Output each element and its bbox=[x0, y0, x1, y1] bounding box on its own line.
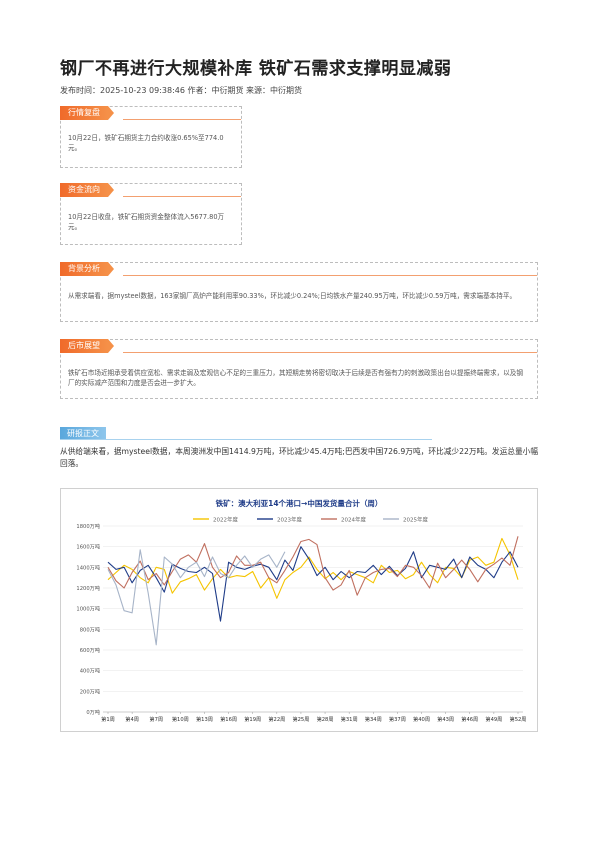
tag-divider bbox=[123, 275, 537, 276]
y-tick-label: 800万吨 bbox=[80, 625, 100, 633]
outlook-text: 铁矿石市场近期承受着供应宽松、需求走弱及宏观信心不足的三重压力，其短期走势将密切… bbox=[68, 369, 523, 387]
chart-title: 铁矿：澳大利亚14个港口→中国发货量合计（周） bbox=[216, 498, 383, 508]
legend-label: 2023年度 bbox=[277, 515, 302, 523]
x-tick-label: 第16周 bbox=[220, 715, 237, 723]
x-tick-label: 第7周 bbox=[149, 715, 163, 723]
fund-flow-text: 10月22日收盘，铁矿石期货资金整体流入5677.80万元。 bbox=[68, 213, 225, 231]
x-tick-label: 第52周 bbox=[510, 715, 527, 723]
shipment-line-chart: 铁矿：澳大利亚14个港口→中国发货量合计（周） 2022年度 2023年度 2024年… bbox=[76, 498, 527, 723]
outlook-box: 后市展望 铁矿石市场近期承受着供应宽松、需求走弱及宏观信心不足的三重压力，其短期… bbox=[60, 339, 538, 399]
y-tick-label: 400万吨 bbox=[80, 667, 100, 675]
y-tick-label: 1600万吨 bbox=[76, 543, 100, 551]
legend-label: 2024年度 bbox=[341, 515, 366, 523]
tag-divider bbox=[123, 196, 241, 197]
x-tick-label: 第25周 bbox=[292, 715, 309, 723]
series-line-2022年度 bbox=[107, 537, 519, 599]
market-review-box: 行情复盘 10月22日，铁矿石期货主力合约收涨0.65%至774.0元。 bbox=[60, 106, 242, 168]
x-tick-label: 第22周 bbox=[268, 715, 285, 723]
legend-label: 2025年度 bbox=[403, 515, 428, 523]
background-tag: 背景分析 bbox=[60, 262, 114, 276]
x-tick-label: 第31周 bbox=[341, 715, 358, 723]
legend-label: 2022年度 bbox=[213, 515, 238, 523]
x-tick-label: 第34周 bbox=[365, 715, 382, 723]
report-tag: 研报正文 bbox=[60, 427, 106, 440]
report-divider bbox=[60, 439, 432, 440]
series-line-2024年度 bbox=[107, 536, 519, 596]
outlook-tag: 后市展望 bbox=[60, 339, 114, 353]
chart-frame: 铁矿：澳大利亚14个港口→中国发货量合计（周） 2022年度 2023年度 2024年… bbox=[60, 488, 538, 732]
market-review-text: 10月22日，铁矿石期货主力合约收涨0.65%至774.0元。 bbox=[68, 134, 224, 152]
y-tick-label: 0万吨 bbox=[86, 708, 100, 716]
fund-flow-tag: 资金流向 bbox=[60, 183, 114, 197]
x-tick-label: 第46周 bbox=[461, 715, 478, 723]
page-title: 钢厂不再进行大规模补库 铁矿石需求支撑明显减弱 bbox=[60, 59, 452, 79]
y-tick-label: 1000万吨 bbox=[76, 605, 100, 613]
y-tick-label: 1400万吨 bbox=[76, 563, 100, 571]
x-tick-label: 第1周 bbox=[101, 715, 115, 723]
series-line-2025年度 bbox=[107, 549, 286, 646]
market-review-tag: 行情复盘 bbox=[60, 106, 114, 120]
x-tick-label: 第28周 bbox=[317, 715, 334, 723]
tag-divider bbox=[123, 352, 537, 353]
article-meta: 发布时间：2025-10-23 09:38:46 作者：中衍期货 来源：中衍期货 bbox=[60, 86, 303, 95]
y-tick-label: 200万吨 bbox=[80, 687, 100, 695]
background-text: 从需求端看，据mysteel数据，163家钢厂高炉产能利用率90.33%，环比减… bbox=[68, 292, 517, 300]
x-tick-label: 第49周 bbox=[485, 715, 502, 723]
y-tick-label: 1800万吨 bbox=[76, 522, 100, 530]
x-tick-label: 第37周 bbox=[389, 715, 406, 723]
x-tick-label: 第4周 bbox=[125, 715, 139, 723]
background-box: 背景分析 从需求端看，据mysteel数据，163家钢厂高炉产能利用率90.33… bbox=[60, 262, 538, 322]
x-tick-label: 第40周 bbox=[413, 715, 430, 723]
x-tick-label: 第13周 bbox=[196, 715, 213, 723]
x-tick-label: 第43周 bbox=[437, 715, 454, 723]
y-tick-label: 1200万吨 bbox=[76, 584, 100, 592]
report-text: 从供给端来看，据mysteel数据，本周澳洲发中国1414.9万吨，环比减少45… bbox=[60, 447, 539, 468]
x-tick-label: 第10周 bbox=[172, 715, 189, 723]
tag-divider bbox=[123, 119, 241, 120]
fund-flow-box: 资金流向 10月22日收盘，铁矿石期货资金整体流入5677.80万元。 bbox=[60, 183, 242, 245]
x-tick-label: 第19周 bbox=[244, 715, 261, 723]
y-tick-label: 600万吨 bbox=[80, 646, 100, 654]
